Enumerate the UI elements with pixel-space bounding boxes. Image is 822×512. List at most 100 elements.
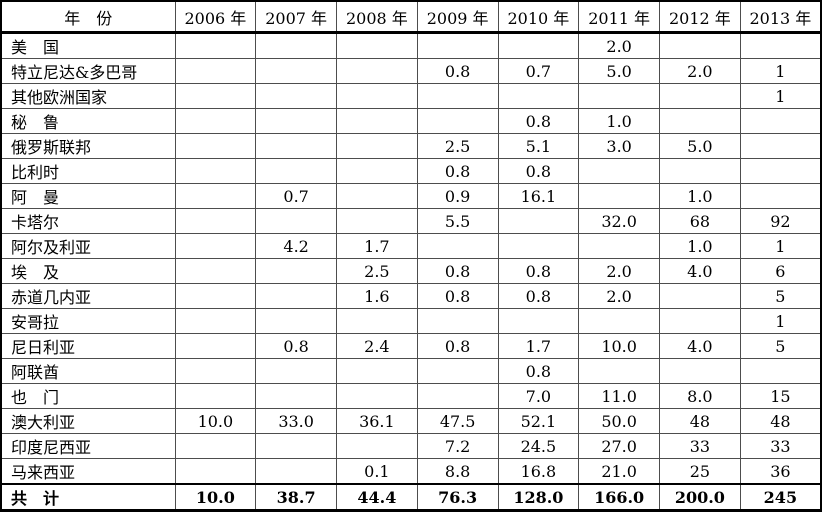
table-row: 安哥拉 1 <box>0 308 822 334</box>
row-label: 也 门 <box>0 383 176 409</box>
value-cell <box>336 383 418 409</box>
value-cell <box>255 433 337 459</box>
row-label: 安哥拉 <box>0 308 176 334</box>
value-cell: 10.0 <box>578 333 660 359</box>
column-header: 2006 年 <box>174 0 257 34</box>
row-label: 阿 曼 <box>0 183 176 209</box>
value-cell: 0.1 <box>336 458 418 485</box>
value-cell: 0.8 <box>255 333 337 359</box>
value-cell: 1 <box>739 83 822 109</box>
value-cell <box>174 333 257 359</box>
value-cell <box>255 58 337 84</box>
value-cell <box>416 32 499 59</box>
value-cell: 2.4 <box>336 333 418 359</box>
value-cell <box>174 233 257 259</box>
row-label: 特立尼达&多巴哥 <box>0 58 176 84</box>
value-cell: 50.0 <box>578 408 660 434</box>
value-cell <box>255 158 337 184</box>
table-row: 俄罗斯联邦 2.5 5.1 3.0 5.0 <box>0 133 822 159</box>
value-cell <box>578 83 660 109</box>
value-cell: 1.7 <box>336 233 418 259</box>
value-cell <box>255 108 337 134</box>
value-cell <box>255 258 337 284</box>
value-cell: 0.8 <box>416 58 499 84</box>
value-cell: 0.8 <box>497 283 580 309</box>
value-cell <box>174 258 257 284</box>
value-cell <box>416 383 499 409</box>
value-cell: 68 <box>659 208 741 234</box>
value-cell <box>174 133 257 159</box>
value-cell: 15 <box>739 383 822 409</box>
value-cell <box>497 208 580 234</box>
table-row: 埃 及 2.5 0.8 0.8 2.0 4.0 6 <box>0 258 822 284</box>
row-label: 卡塔尔 <box>0 208 176 234</box>
table-row: 也 门 7.0 11.0 8.0 15 <box>0 383 822 409</box>
value-cell <box>336 83 418 109</box>
column-header: 2007 年 <box>255 0 337 34</box>
value-cell: 0.7 <box>497 58 580 84</box>
table-row: 阿尔及利亚 4.2 1.7 1.0 1 <box>0 233 822 259</box>
value-cell <box>659 308 741 334</box>
value-cell <box>255 283 337 309</box>
value-cell <box>336 358 418 384</box>
table-row: 澳大利亚 10.0 33.0 36.1 47.5 52.1 50.0 48 48 <box>0 408 822 434</box>
value-cell: 76.3 <box>416 483 499 511</box>
table-row: 美 国 2.0 <box>0 32 822 59</box>
value-cell <box>336 32 418 59</box>
value-cell: 0.7 <box>255 183 337 209</box>
value-cell <box>739 133 822 159</box>
value-cell: 24.5 <box>497 433 580 459</box>
value-cell <box>174 158 257 184</box>
value-cell <box>336 183 418 209</box>
value-cell: 47.5 <box>416 408 499 434</box>
value-cell <box>336 58 418 84</box>
row-label: 共 计 <box>0 483 176 511</box>
value-cell: 1 <box>739 58 822 84</box>
value-cell <box>659 108 741 134</box>
value-cell: 4.0 <box>659 258 741 284</box>
value-cell: 0.8 <box>497 158 580 184</box>
value-cell <box>336 208 418 234</box>
total-row: 共 计 10.0 38.7 44.4 76.3 128.0 166.0 200.0 245 <box>0 483 822 511</box>
value-cell <box>174 208 257 234</box>
table-row: 阿 曼 0.7 0.9 16.1 1.0 <box>0 183 822 209</box>
value-cell: 8.0 <box>659 383 741 409</box>
value-cell <box>174 308 257 334</box>
row-label: 俄罗斯联邦 <box>0 133 176 159</box>
value-cell: 21.0 <box>578 458 660 485</box>
value-cell <box>578 358 660 384</box>
row-label: 阿尔及利亚 <box>0 233 176 259</box>
table-row: 赤道几内亚 1.6 0.8 0.8 2.0 5 <box>0 283 822 309</box>
value-cell: 7.2 <box>416 433 499 459</box>
value-cell: 2.0 <box>578 258 660 284</box>
value-cell <box>416 308 499 334</box>
value-cell: 2.0 <box>659 58 741 84</box>
table-row: 比利时 0.8 0.8 <box>0 158 822 184</box>
table-row: 特立尼达&多巴哥 0.8 0.7 5.0 2.0 1 <box>0 58 822 84</box>
value-cell <box>174 433 257 459</box>
value-cell <box>578 308 660 334</box>
table-row: 印度尼西亚 7.2 24.5 27.0 33 33 <box>0 433 822 459</box>
value-cell: 5.1 <box>497 133 580 159</box>
row-label: 澳大利亚 <box>0 408 176 434</box>
value-cell: 2.5 <box>336 258 418 284</box>
value-cell: 32.0 <box>578 208 660 234</box>
value-cell <box>497 83 580 109</box>
value-cell: 2.5 <box>416 133 499 159</box>
value-cell: 6 <box>739 258 822 284</box>
value-cell: 10.0 <box>174 483 257 511</box>
value-cell <box>578 183 660 209</box>
value-cell <box>174 383 257 409</box>
value-cell <box>336 433 418 459</box>
value-cell <box>739 108 822 134</box>
value-cell <box>255 133 337 159</box>
value-cell: 33 <box>659 433 741 459</box>
row-label: 比利时 <box>0 158 176 184</box>
value-cell: 0.8 <box>416 158 499 184</box>
value-cell: 48 <box>739 408 822 434</box>
value-cell <box>578 158 660 184</box>
column-header: 2013 年 <box>739 0 822 34</box>
value-cell: 5 <box>739 283 822 309</box>
value-cell: 92 <box>739 208 822 234</box>
